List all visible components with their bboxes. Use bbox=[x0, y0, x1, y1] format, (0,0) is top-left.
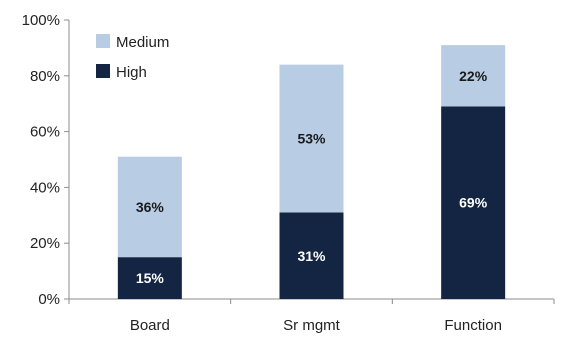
chart-legend: Medium High bbox=[96, 34, 169, 81]
y-tick-label: 80% bbox=[30, 68, 60, 85]
bar-high-function bbox=[441, 106, 506, 300]
chart-bars bbox=[117, 45, 506, 300]
bar-high-board bbox=[117, 257, 182, 299]
y-tick-label: 60% bbox=[30, 124, 60, 141]
bar-medium-board bbox=[117, 156, 182, 258]
y-tick-label: 0% bbox=[38, 291, 60, 308]
x-category-label: Function bbox=[444, 317, 502, 334]
bar-medium-sr-mgmt bbox=[279, 64, 344, 213]
bar-high-sr-mgmt bbox=[279, 212, 344, 299]
chart-axes: 0% 20% 40% 60% 80% 100% Board Sr mgmt Function bbox=[22, 12, 555, 334]
data-label: 53% bbox=[297, 131, 326, 147]
data-label: 36% bbox=[136, 199, 165, 215]
legend-label-high: High bbox=[116, 64, 147, 81]
legend-label-medium: Medium bbox=[116, 34, 169, 51]
legend-swatch-medium bbox=[96, 34, 110, 48]
y-tick-label: 40% bbox=[30, 179, 60, 196]
data-label: 22% bbox=[459, 68, 488, 84]
bar-medium-function bbox=[441, 45, 506, 107]
data-label: 31% bbox=[297, 248, 326, 264]
x-category-label: Sr mgmt bbox=[283, 317, 341, 334]
x-category-label: Board bbox=[130, 317, 170, 334]
data-label: 69% bbox=[459, 195, 488, 211]
chart-labels: 15% 36% 31% 53% 69% 22% bbox=[136, 68, 488, 286]
legend-swatch-high bbox=[96, 64, 110, 78]
y-tick-label: 100% bbox=[22, 12, 60, 29]
data-label: 15% bbox=[136, 270, 165, 286]
y-tick-label: 20% bbox=[30, 235, 60, 252]
